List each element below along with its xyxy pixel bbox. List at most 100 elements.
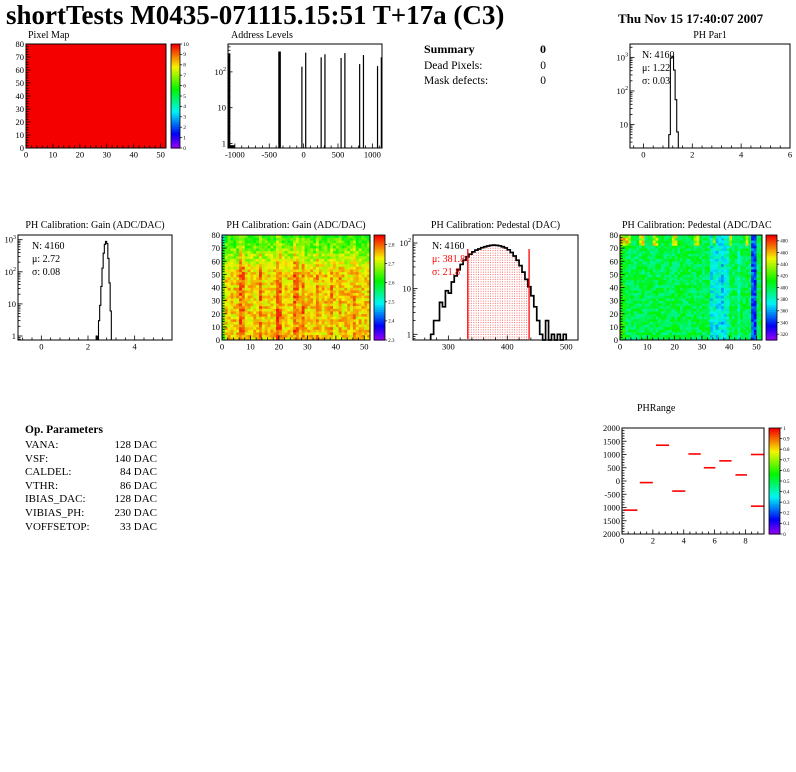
summary-total: 0	[540, 42, 546, 56]
svg-text:1: 1	[183, 135, 186, 141]
op-param-label: VSF:	[25, 452, 49, 465]
summary-row-label: Mask defects:	[424, 75, 489, 87]
svg-text:50: 50	[752, 342, 761, 352]
svg-text:0: 0	[302, 150, 306, 160]
svg-text:4: 4	[133, 342, 138, 352]
svg-text:480: 480	[780, 240, 788, 245]
svg-text:2: 2	[86, 342, 90, 352]
summary-header: Summary 0	[424, 42, 546, 57]
svg-text:10: 10	[620, 120, 629, 130]
summary-row-value: 0	[540, 60, 546, 72]
svg-text:40: 40	[332, 342, 341, 352]
op-parameters-block: Op. Parameters VANA: 128 DAC VSF: 140 DA…	[25, 424, 157, 534]
svg-text:70: 70	[212, 243, 221, 253]
op-param-value: 140 DAC	[114, 452, 157, 465]
svg-text:400: 400	[780, 286, 788, 291]
svg-text:10: 10	[403, 284, 412, 294]
op-param-value: 84 DAC	[120, 466, 157, 479]
svg-text:8: 8	[183, 63, 186, 69]
pedestal-map-title: PH Calibration: Pedestal (ADC/DAC	[622, 220, 772, 231]
svg-text:50: 50	[360, 342, 369, 352]
svg-text:3: 3	[183, 115, 186, 121]
ph-range-plot: 0 2 4 6 82000150010005000-50010001500200010.…	[603, 423, 790, 546]
svg-text:2.7: 2.7	[388, 262, 395, 267]
ph-par1-plot: 0 2 4 6 10 102 103 N: 4160 μ: 1.22 σ: 0.03	[616, 43, 792, 160]
svg-text:9: 9	[183, 52, 186, 58]
op-param-label: VOFFSETOP:	[25, 520, 90, 533]
svg-text:10: 10	[49, 150, 58, 160]
svg-text:0: 0	[618, 342, 622, 352]
ph-range-title: PHRange	[637, 403, 676, 414]
svg-text:30: 30	[212, 296, 221, 306]
svg-text:30: 30	[16, 104, 25, 114]
svg-text:360: 360	[780, 310, 788, 315]
svg-text:4: 4	[183, 104, 186, 110]
svg-text:80: 80	[212, 230, 221, 240]
svg-text:0: 0	[216, 335, 220, 345]
svg-text:2.8: 2.8	[388, 243, 395, 248]
svg-text:30: 30	[698, 342, 707, 352]
svg-text:300: 300	[442, 342, 455, 352]
svg-text:σ: 0.03: σ: 0.03	[642, 76, 670, 87]
svg-text:10: 10	[212, 322, 221, 332]
svg-text:4: 4	[739, 150, 744, 160]
svg-text:N: 4160: N: 4160	[432, 241, 465, 252]
svg-text:6: 6	[183, 83, 186, 89]
svg-text:40: 40	[129, 150, 138, 160]
svg-text:0: 0	[183, 146, 186, 152]
svg-text:440: 440	[780, 263, 788, 268]
svg-text:1: 1	[407, 329, 411, 339]
svg-text:σ: 0.08: σ: 0.08	[32, 267, 60, 278]
svg-text:50: 50	[16, 78, 25, 88]
pedestal-hist-title: PH Calibration: Pedestal (DAC)	[430, 220, 561, 231]
svg-text:40: 40	[725, 342, 734, 352]
svg-text:0: 0	[220, 342, 224, 352]
svg-text:μ: 381.8: μ: 381.8	[432, 254, 465, 265]
op-param-label: VTHR:	[25, 479, 58, 492]
svg-text:500: 500	[332, 150, 345, 160]
address-levels-plot: -1000 -500 0 500 1000 1 10 102	[214, 43, 383, 160]
svg-text:7: 7	[183, 73, 186, 79]
svg-text:60: 60	[16, 65, 25, 75]
svg-text:0: 0	[24, 150, 28, 160]
svg-text:10: 10	[183, 42, 189, 48]
summary-row-dead-pixels: Dead Pixels: 0	[424, 59, 546, 74]
svg-text:70: 70	[16, 52, 25, 62]
svg-text:2: 2	[651, 536, 655, 546]
summary-row-mask-defects: Mask defects: 0	[424, 74, 546, 89]
op-param-label: VANA:	[25, 439, 59, 451]
svg-text:1000: 1000	[364, 150, 381, 160]
op-parameters-title: Op. Parameters	[25, 424, 103, 436]
svg-text:0: 0	[614, 335, 618, 345]
svg-text:10: 10	[16, 130, 25, 140]
svg-text:20: 20	[76, 150, 85, 160]
svg-text:10: 10	[246, 342, 255, 352]
svg-text:N: 4160: N: 4160	[642, 50, 675, 61]
svg-text:20: 20	[275, 342, 284, 352]
svg-text:40: 40	[610, 283, 619, 293]
svg-text:5: 5	[183, 94, 186, 100]
svg-text:40: 40	[16, 91, 25, 101]
svg-text:10: 10	[218, 103, 227, 113]
svg-text:2: 2	[690, 150, 694, 160]
svg-text:8: 8	[743, 536, 747, 546]
svg-text:6: 6	[788, 150, 792, 160]
op-param-row-vsf: VSF: 140 DAC	[25, 453, 157, 467]
svg-text:σ: 21.8: σ: 21.8	[432, 267, 460, 278]
svg-text:340: 340	[780, 321, 788, 326]
svg-text:420: 420	[780, 275, 788, 280]
svg-text:102: 102	[214, 67, 226, 77]
svg-text:2.3: 2.3	[388, 339, 395, 344]
summary-block: Summary 0 Dead Pixels: 0 Mask defects: 0	[424, 42, 546, 89]
op-param-label: IBIAS_DAC:	[25, 493, 86, 506]
gain-map-plot: 0 10 20 30 40 50 0 10 20 30 40 50 60 70 80 2.8 2.7 2.6 2.5…	[212, 230, 395, 352]
op-param-row-vthr: VTHR: 86 DAC	[25, 480, 157, 494]
svg-text:102: 102	[399, 238, 411, 248]
op-param-row-ibias-dac: IBIAS_DAC: 128 DAC	[25, 493, 157, 507]
svg-text:20: 20	[670, 342, 679, 352]
ph-par1-title: PH Par1	[693, 30, 727, 41]
svg-text:2: 2	[183, 125, 186, 131]
svg-text:20: 20	[212, 309, 221, 319]
svg-text:30: 30	[303, 342, 312, 352]
svg-text:460: 460	[780, 251, 788, 256]
